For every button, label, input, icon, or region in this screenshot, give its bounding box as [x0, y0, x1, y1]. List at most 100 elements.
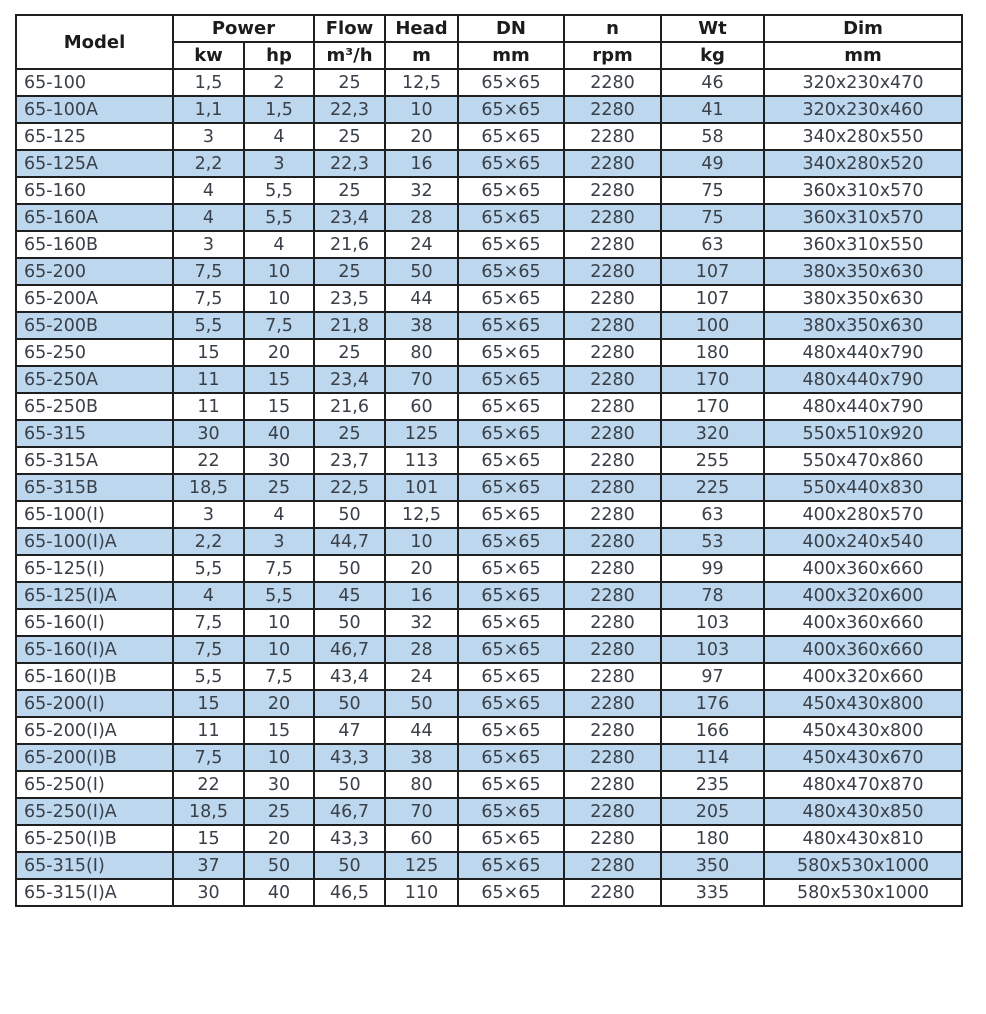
- value-cell: 2,2: [172, 527, 245, 556]
- value-cell: 5,5: [172, 554, 245, 583]
- value-cell: 1,1: [172, 95, 245, 124]
- model-cell: 65-315(I)A: [15, 878, 174, 907]
- value-cell: 2280: [563, 878, 662, 907]
- value-cell: 47: [313, 716, 386, 745]
- value-cell: 7,5: [172, 284, 245, 313]
- model-cell: 65-315: [15, 419, 174, 448]
- model-cell: 65-250(I)A: [15, 797, 174, 826]
- value-cell: 2280: [563, 581, 662, 610]
- table-row: 65-315A 22 30 23,7 113 65×65 2280 255 550x470x86…: [15, 446, 963, 475]
- table-row: 65-160(I)B 5,5 7,5 43,4 24 65×65 2280 97 400x320…: [15, 662, 963, 691]
- value-cell: 113: [384, 446, 459, 475]
- value-cell: 45: [313, 581, 386, 610]
- table-row: 65-100A 1,1 1,5 22,3 10 65×65 2280 41 320x230x46…: [15, 95, 963, 124]
- table-row: 65-160(I)A 7,5 10 46,7 28 65×65 2280 103 400x360…: [15, 635, 963, 664]
- table-row: 65-250(I) 22 30 50 80 65×65 2280 235 480x470x870: [15, 770, 963, 799]
- value-cell: 20: [243, 338, 315, 367]
- value-cell: 2280: [563, 122, 662, 151]
- value-cell: 21,6: [313, 230, 386, 259]
- table-row: 65-100(I) 3 4 50 12,5 65×65 2280 63 400x280x570: [15, 500, 963, 529]
- value-cell: 2280: [563, 824, 662, 853]
- value-cell: 46,5: [313, 878, 386, 907]
- value-cell: 25: [313, 338, 386, 367]
- value-cell: 25: [313, 257, 386, 286]
- value-cell: 11: [172, 716, 245, 745]
- model-cell: 65-250(I): [15, 770, 174, 799]
- value-cell: 4: [172, 176, 245, 205]
- value-cell: 28: [384, 203, 459, 232]
- value-cell: 25: [313, 122, 386, 151]
- value-cell: 10: [243, 608, 315, 637]
- value-cell: 15: [243, 365, 315, 394]
- value-cell: 180: [660, 338, 765, 367]
- table-row: 65-250A 11 15 23,4 70 65×65 2280 170 480x440x790: [15, 365, 963, 394]
- value-cell: 2280: [563, 338, 662, 367]
- value-cell: 50: [313, 608, 386, 637]
- value-cell: 22: [172, 446, 245, 475]
- value-cell: 65×65: [457, 311, 565, 340]
- value-cell: 450x430x670: [763, 743, 963, 772]
- value-cell: 43,3: [313, 824, 386, 853]
- value-cell: 80: [384, 338, 459, 367]
- value-cell: 65×65: [457, 68, 565, 97]
- col-header-dim: Dim: [763, 14, 963, 43]
- value-cell: 4: [243, 500, 315, 529]
- model-cell: 65-160: [15, 176, 174, 205]
- value-cell: 38: [384, 311, 459, 340]
- unit-header-hp: hp: [243, 41, 315, 70]
- value-cell: 380x350x630: [763, 257, 963, 286]
- value-cell: 21,6: [313, 392, 386, 421]
- header-row-titles: Model Power Flow Head DN n Wt Dim: [15, 14, 963, 70]
- value-cell: 75: [660, 203, 765, 232]
- value-cell: 65×65: [457, 392, 565, 421]
- value-cell: 65×65: [457, 716, 565, 745]
- table-row: 65-315(I)A 30 40 46,5 110 65×65 2280 335 580x530…: [15, 878, 963, 907]
- unit-header-flow: m³/h: [313, 41, 386, 70]
- value-cell: 65×65: [457, 473, 565, 502]
- table-row: 65-250(I)A 18,5 25 46,7 70 65×65 2280 205 480x43…: [15, 797, 963, 826]
- table-row: 65-315(I) 37 50 50 125 65×65 2280 350 580x530x10…: [15, 851, 963, 880]
- model-cell: 65-100A: [15, 95, 174, 124]
- value-cell: 15: [172, 824, 245, 853]
- page: Model Power Flow Head DN n Wt Dim kw hp …: [0, 14, 986, 1014]
- model-cell: 65-200(I): [15, 689, 174, 718]
- value-cell: 50: [313, 851, 386, 880]
- table-row: 65-125(I)A 4 5,5 45 16 65×65 2280 78 400x320x600: [15, 581, 963, 610]
- value-cell: 5,5: [172, 662, 245, 691]
- value-cell: 110: [384, 878, 459, 907]
- value-cell: 2280: [563, 176, 662, 205]
- value-cell: 15: [243, 392, 315, 421]
- value-cell: 65×65: [457, 419, 565, 448]
- value-cell: 40: [243, 419, 315, 448]
- value-cell: 340x280x550: [763, 122, 963, 151]
- value-cell: 22,5: [313, 473, 386, 502]
- table-row: 65-100 1,5 2 25 12,5 65×65 2280 46 320x230x470: [15, 68, 963, 97]
- table-row: 65-200 7,5 10 25 50 65×65 2280 107 380x350x630: [15, 257, 963, 286]
- value-cell: 46,7: [313, 635, 386, 664]
- value-cell: 70: [384, 797, 459, 826]
- value-cell: 1,5: [172, 68, 245, 97]
- value-cell: 65×65: [457, 554, 565, 583]
- model-cell: 65-200(I)A: [15, 716, 174, 745]
- value-cell: 15: [243, 716, 315, 745]
- value-cell: 10: [384, 95, 459, 124]
- value-cell: 10: [243, 635, 315, 664]
- value-cell: 4: [172, 203, 245, 232]
- value-cell: 65×65: [457, 203, 565, 232]
- value-cell: 50: [243, 851, 315, 880]
- col-header-n: n: [563, 14, 662, 43]
- unit-header-dn: mm: [457, 41, 565, 70]
- value-cell: 320: [660, 419, 765, 448]
- model-cell: 65-315B: [15, 473, 174, 502]
- value-cell: 23,4: [313, 365, 386, 394]
- model-cell: 65-125(I): [15, 554, 174, 583]
- value-cell: 2,2: [172, 149, 245, 178]
- value-cell: 7,5: [243, 662, 315, 691]
- model-cell: 65-100(I): [15, 500, 174, 529]
- value-cell: 176: [660, 689, 765, 718]
- value-cell: 480x440x790: [763, 338, 963, 367]
- value-cell: 400x280x570: [763, 500, 963, 529]
- value-cell: 30: [172, 419, 245, 448]
- value-cell: 166: [660, 716, 765, 745]
- table-row: 65-200(I)B 7,5 10 43,3 38 65×65 2280 114 450x430…: [15, 743, 963, 772]
